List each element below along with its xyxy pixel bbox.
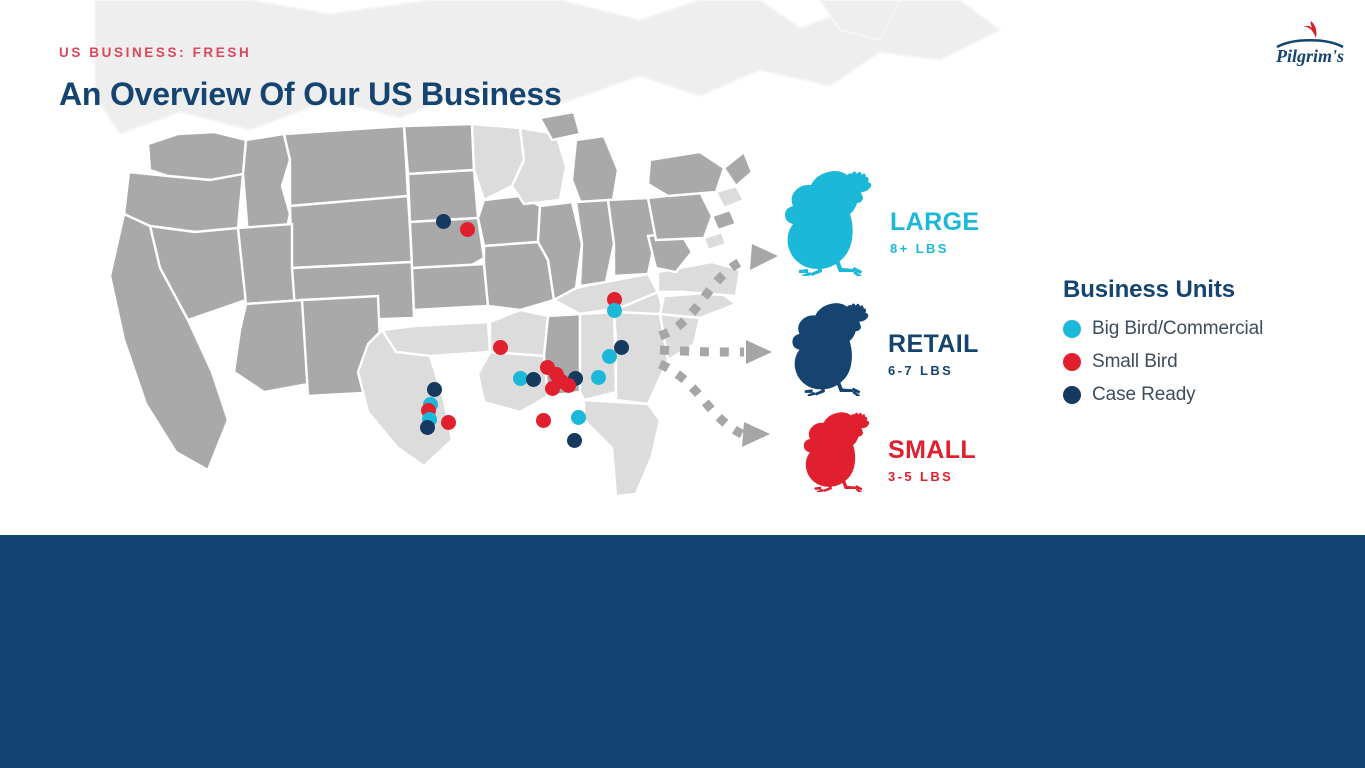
svg-text:Pilgrim's: Pilgrim's — [1275, 46, 1344, 66]
legend-item-big-bird[interactable]: Big Bird/Commercial — [1063, 318, 1263, 340]
legend-item-case-ready[interactable]: Case Ready — [1063, 384, 1263, 406]
flow-arrows — [658, 253, 750, 439]
legend-swatch-navy-icon — [1063, 386, 1081, 404]
map-states-west — [108, 110, 754, 498]
map-dot-cyan — [601, 348, 617, 364]
chicken-icon — [785, 171, 872, 276]
bird-retail-weight: 6-7 LBS — [888, 363, 954, 378]
map-dot-cyan — [512, 370, 528, 386]
us-facilities-map: .sd{fill:#a9a9a9;stroke:#ffffff;stroke-w… — [94, 0, 1002, 498]
legend-swatch-cyan-icon — [1063, 320, 1081, 338]
bird-large-name: LARGE — [890, 208, 980, 236]
map-dot-red — [459, 221, 475, 237]
facility-dots — [419, 213, 629, 448]
legend-title: Business Units — [1063, 276, 1235, 303]
canada-background — [94, 0, 1002, 136]
pilgrims-logo: Pilgrim's — [1275, 21, 1344, 66]
map-dot-navy — [426, 381, 442, 397]
bird-small-text: SMALL 3-5 LBS — [888, 436, 977, 484]
business-units-legend: Business Units Big Bird/Commercial Small… — [1063, 276, 1263, 417]
map-dot-red — [544, 380, 560, 396]
bird-small-weight: 3-5 LBS — [888, 469, 954, 484]
map-dot-cyan — [590, 369, 606, 385]
chicken-icon — [803, 412, 870, 492]
map-dot-cyan — [570, 409, 586, 425]
map-dot-navy — [419, 419, 435, 435]
map-dot-navy — [566, 432, 582, 448]
bird-small-name: SMALL — [888, 436, 977, 464]
map-dot-red — [535, 412, 551, 428]
map-dot-navy — [435, 213, 451, 229]
bird-retail-name: RETAIL — [888, 330, 979, 358]
eyebrow-label: US BUSINESS: FRESH — [59, 45, 252, 60]
stats-bar: 24 FEED MILLS 37 PROCESSING PLANTS 32 HA… — [0, 535, 1365, 768]
bird-retail-text: RETAIL 6-7 LBS — [888, 330, 979, 378]
legend-label-big-bird: Big Bird/Commercial — [1092, 318, 1264, 339]
map-dot-red — [492, 339, 508, 355]
legend-item-small-bird[interactable]: Small Bird — [1063, 351, 1263, 373]
chicken-icon — [792, 303, 869, 396]
legend-label-small-bird: Small Bird — [1092, 351, 1178, 372]
legend-label-case-ready: Case Ready — [1092, 384, 1196, 405]
bird-large-text: LARGE 8+ LBS — [890, 208, 980, 256]
map-dot-red — [560, 377, 576, 393]
legend-swatch-red-icon — [1063, 353, 1081, 371]
map-dot-navy — [613, 339, 629, 355]
flow-arrowheads — [742, 244, 778, 447]
map-dot-navy — [525, 371, 541, 387]
map-dot-red — [440, 414, 456, 430]
bird-large-weight: 8+ LBS — [890, 241, 949, 256]
page-title: An Overview Of Our US Business — [59, 76, 562, 112]
map-dot-cyan — [606, 302, 622, 318]
